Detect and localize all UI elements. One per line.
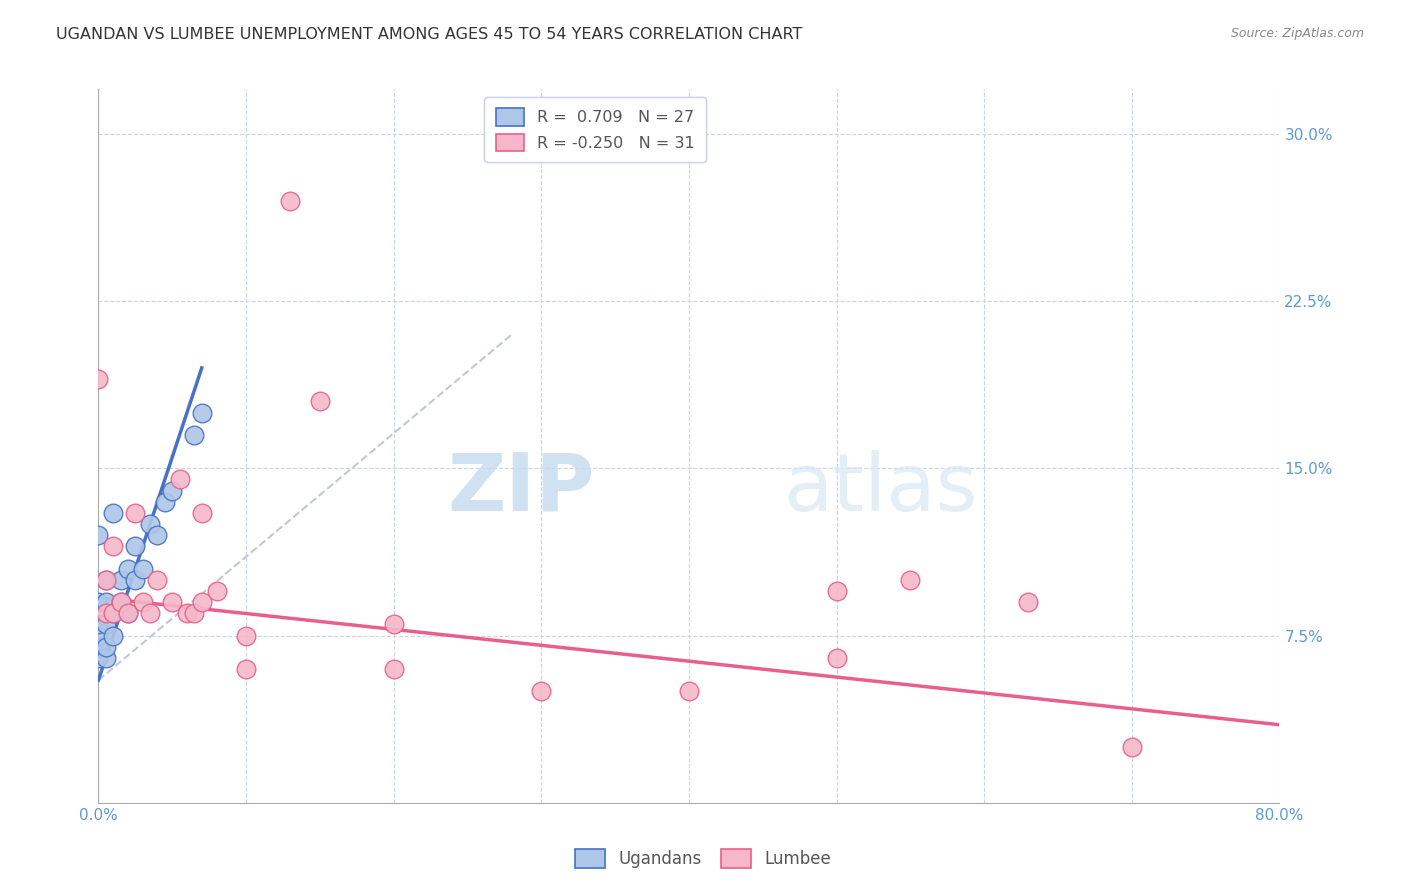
Point <box>117 607 139 621</box>
Point <box>825 583 848 598</box>
Point <box>87 528 110 542</box>
Point <box>103 539 125 553</box>
Point <box>235 662 257 676</box>
Point <box>94 640 117 654</box>
Point <box>117 562 139 576</box>
Legend: Ugandans, Lumbee: Ugandans, Lumbee <box>568 843 838 875</box>
Point <box>94 617 117 632</box>
Point <box>110 573 132 587</box>
Point <box>153 494 176 508</box>
Point <box>94 607 117 621</box>
Point <box>278 194 302 208</box>
Point <box>1017 595 1039 609</box>
Point <box>94 595 117 609</box>
Point <box>235 628 257 642</box>
Point <box>94 651 117 665</box>
Point <box>103 607 125 621</box>
Point <box>162 483 183 498</box>
Point <box>110 595 132 609</box>
Point <box>132 595 155 609</box>
Point <box>117 607 139 621</box>
Point <box>191 405 214 420</box>
Point <box>87 640 110 654</box>
Point <box>103 506 125 520</box>
Point <box>87 595 110 609</box>
Point <box>146 528 169 542</box>
Point <box>87 651 110 665</box>
Point <box>309 394 332 409</box>
Point <box>382 617 405 632</box>
Text: UGANDAN VS LUMBEE UNEMPLOYMENT AMONG AGES 45 TO 54 YEARS CORRELATION CHART: UGANDAN VS LUMBEE UNEMPLOYMENT AMONG AGE… <box>56 27 803 42</box>
Point <box>124 573 146 587</box>
Point <box>132 562 155 576</box>
Point <box>900 573 922 587</box>
Point <box>87 617 110 632</box>
Point <box>162 595 183 609</box>
Point <box>1121 740 1143 755</box>
Text: atlas: atlas <box>783 450 977 528</box>
Point <box>103 607 125 621</box>
Point <box>87 372 110 386</box>
Point <box>146 573 169 587</box>
Point <box>110 595 132 609</box>
Point <box>205 583 228 598</box>
Point <box>103 628 125 642</box>
Point <box>94 573 117 587</box>
Point <box>183 427 205 442</box>
Point <box>825 651 848 665</box>
Text: ZIP: ZIP <box>447 450 595 528</box>
Point <box>139 607 162 621</box>
Point <box>183 607 205 621</box>
Point <box>124 506 146 520</box>
Point <box>678 684 700 698</box>
Point <box>87 628 110 642</box>
Point <box>94 573 117 587</box>
Point <box>124 539 146 553</box>
Point <box>191 506 214 520</box>
Legend: R =  0.709   N = 27, R = -0.250   N = 31: R = 0.709 N = 27, R = -0.250 N = 31 <box>484 97 706 162</box>
Text: Source: ZipAtlas.com: Source: ZipAtlas.com <box>1230 27 1364 40</box>
Point <box>176 607 198 621</box>
Point <box>191 595 214 609</box>
Point <box>139 517 162 532</box>
Point <box>169 473 191 487</box>
Point <box>530 684 553 698</box>
Point <box>382 662 405 676</box>
